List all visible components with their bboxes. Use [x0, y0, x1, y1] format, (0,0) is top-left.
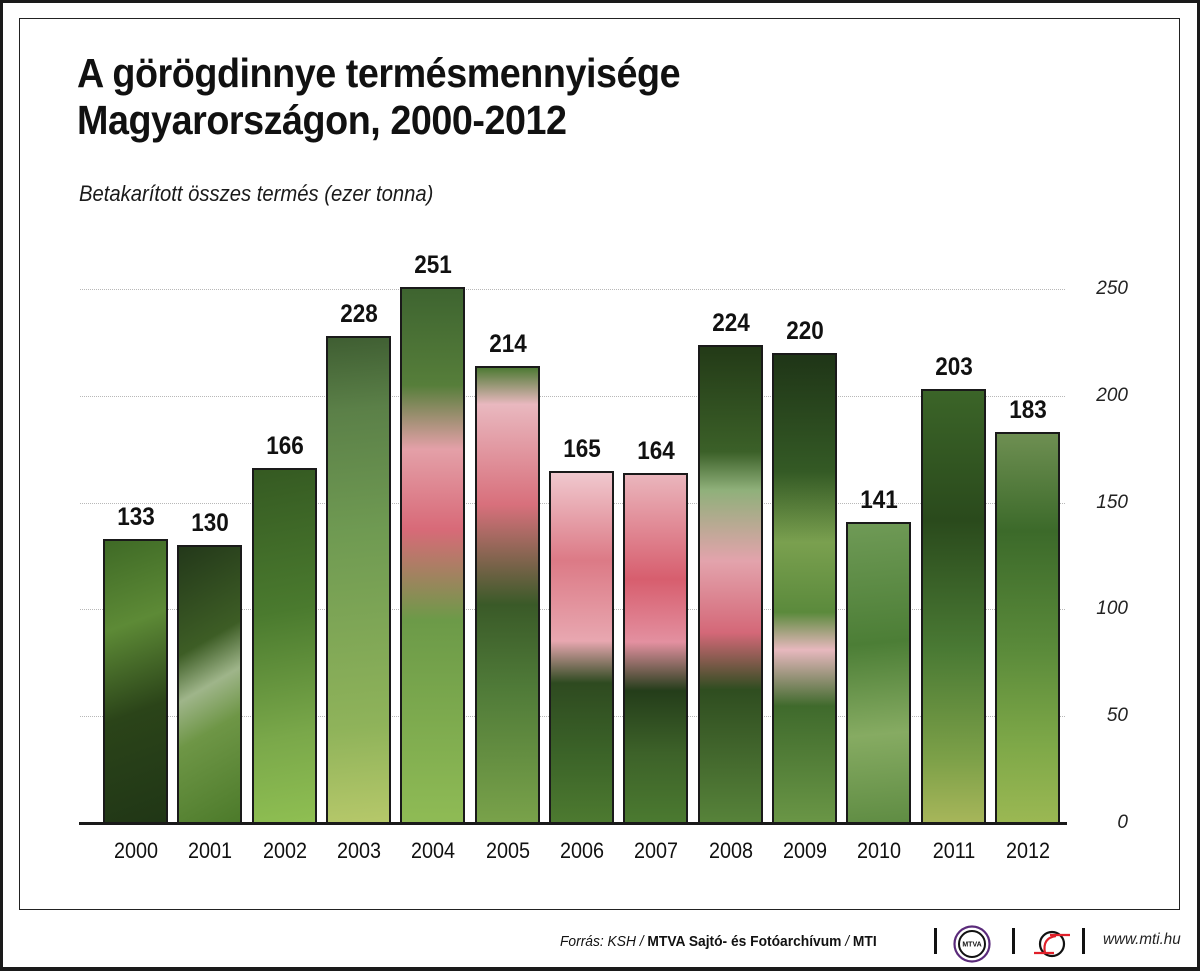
svg-text:MTVA: MTVA — [962, 942, 981, 949]
bar-value-label: 166 — [265, 432, 304, 461]
source-separator: / — [841, 932, 853, 950]
bar-value-label: 203 — [934, 353, 973, 382]
x-axis-tick-label: 2002 — [262, 838, 307, 863]
bar-value-label: 251 — [413, 250, 452, 279]
bar-2003 — [326, 335, 391, 823]
bar-value-label: 224 — [711, 308, 750, 337]
bar-2012 — [995, 432, 1060, 823]
bar-2006 — [549, 470, 614, 823]
chart-frame — [19, 18, 1180, 910]
x-axis-tick-label: 2003 — [336, 838, 381, 863]
bar-value-label: 133 — [116, 502, 155, 531]
bar-value-label: 141 — [859, 485, 898, 514]
y-axis-tick-label: 200 — [1096, 384, 1128, 406]
bar-value-label: 165 — [562, 434, 601, 463]
chart-title: A görögdinnye termésmennyisége Magyarors… — [77, 50, 681, 144]
x-axis-tick-label: 2006 — [559, 838, 604, 863]
y-axis-tick-label: 50 — [1106, 705, 1128, 727]
bar-value-label: 220 — [785, 317, 824, 346]
y-axis-tick-label: 250 — [1096, 278, 1128, 299]
bar-2010 — [846, 521, 911, 823]
x-axis-tick-label: 2005 — [485, 838, 530, 863]
bar-value-label: 130 — [190, 509, 229, 538]
chart-subtitle: Betakarított összes termés (ezer tonna) — [79, 181, 434, 206]
x-axis-tick-label: 2012 — [1005, 838, 1050, 863]
bar-2009 — [772, 353, 837, 823]
x-axis-tick-label: 2010 — [856, 838, 901, 863]
source-prefix: Forrás: KSH / — [560, 932, 648, 950]
source-archive: MTVA Sajtó- és Fotóarchívum — [647, 932, 842, 950]
website-link[interactable]: www.mti.hu — [1103, 931, 1181, 948]
x-axis-tick-label: 2007 — [633, 838, 678, 863]
x-axis-baseline — [79, 822, 1067, 825]
y-axis-tick-label: 0 — [1117, 812, 1128, 833]
source-mti: MTI — [852, 932, 877, 950]
bar-2000 — [103, 538, 168, 823]
bar-value-label: 228 — [339, 299, 378, 328]
source-text: Forrás: KSH / MTVA Sajtó- és Fotóarchívu… — [560, 933, 877, 950]
x-axis-tick-label: 2001 — [187, 838, 232, 863]
x-axis-tick-label: 2008 — [708, 838, 753, 863]
title-line-2: Magyarországon, 2000-2012 — [77, 97, 567, 143]
bar-2011 — [921, 389, 986, 823]
mtva-logo-icon: MTVA — [953, 925, 991, 963]
title-line-1: A görögdinnye termésmennyisége — [77, 50, 681, 96]
footer-divider — [1012, 928, 1015, 954]
x-axis-tick-label: 2004 — [410, 838, 455, 863]
bar-2001 — [177, 545, 242, 823]
gridline — [80, 289, 1065, 290]
footer-divider — [1082, 928, 1085, 954]
x-axis-tick-label: 2009 — [782, 838, 827, 863]
bar-2002 — [252, 468, 317, 823]
mti-logo-icon — [1034, 930, 1070, 958]
bar-value-label: 214 — [488, 329, 527, 358]
footer-divider — [934, 928, 937, 954]
footer: Forrás: KSH / MTVA Sajtó- és Fotóarchívu… — [560, 925, 1181, 963]
bar-2008 — [698, 344, 763, 823]
gridline — [80, 395, 1065, 397]
bar-value-label: 164 — [636, 436, 675, 465]
y-axis-tick-label: 100 — [1096, 598, 1128, 620]
x-axis-tick-label: 2011 — [932, 838, 975, 863]
bar-2007 — [623, 472, 688, 823]
y-axis-tick-label: 150 — [1096, 491, 1128, 513]
bar-value-label: 183 — [1008, 396, 1047, 425]
x-axis-tick-label: 2000 — [113, 838, 158, 863]
bar-2004 — [400, 286, 465, 823]
bar-2005 — [475, 365, 540, 823]
